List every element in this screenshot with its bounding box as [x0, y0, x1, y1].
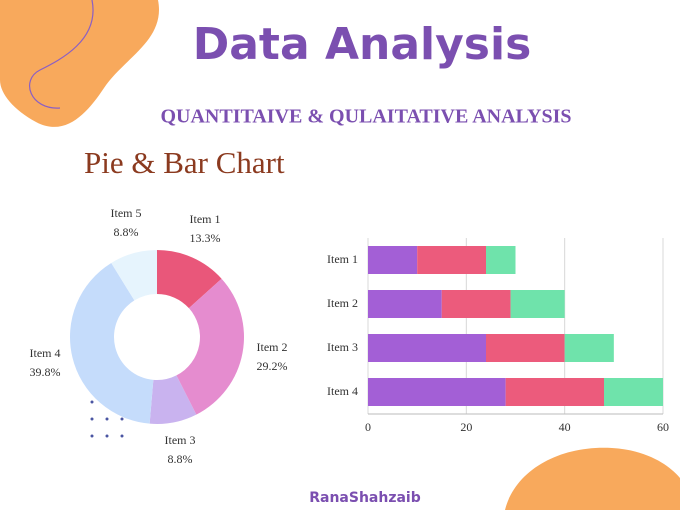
bar-segment	[368, 290, 442, 318]
y-tick-label: Item 3	[327, 340, 358, 354]
pie-value-label: 29.2%	[257, 359, 288, 373]
pie-slice	[157, 250, 222, 309]
pie-slice	[176, 278, 245, 415]
y-tick-label: Item 4	[327, 384, 358, 398]
pie-label: Item 3	[165, 433, 196, 447]
bar-segment	[486, 246, 516, 274]
y-tick-label: Item 2	[327, 296, 358, 310]
bar-segment	[368, 246, 418, 274]
bar-segment	[368, 378, 506, 406]
pie-value-label: 8.8%	[114, 225, 139, 239]
decor-curve	[29, 0, 94, 109]
decor-blob	[0, 0, 160, 127]
section-title: Pie & Bar Chart	[84, 145, 285, 180]
bar-segment	[486, 334, 565, 362]
x-tick-label: 0	[365, 420, 371, 434]
pie-slice	[69, 262, 154, 424]
x-tick-label: 60	[657, 420, 669, 434]
pie-label: Item 5	[111, 206, 142, 220]
y-tick-label: Item 1	[327, 252, 358, 266]
bar-segment	[505, 378, 604, 406]
pie-label: Item 4	[30, 346, 61, 360]
title: Data Analysis	[193, 19, 532, 70]
bar-segment	[441, 290, 511, 318]
pie-slice	[111, 250, 157, 301]
pie-value-label: 8.8%	[168, 452, 193, 466]
bar-segment	[368, 334, 486, 362]
subtitle: QUANTITAIVE & QULAITATIVE ANALYSIS	[160, 106, 571, 128]
bar-segment	[510, 290, 565, 318]
pie-slice	[149, 375, 197, 424]
pie-label: Item 1	[190, 212, 221, 226]
pie-value-label: 39.8%	[30, 365, 61, 379]
x-tick-label: 20	[460, 420, 472, 434]
bar-segment	[417, 246, 486, 274]
footer-author: RanaShahzaib	[309, 490, 421, 506]
bar-segment	[564, 334, 614, 362]
decor-dots	[90, 400, 124, 438]
pie-value-label: 13.3%	[190, 231, 221, 245]
x-tick-label: 40	[559, 420, 571, 434]
bar-segment	[604, 378, 663, 406]
pie-label: Item 2	[257, 340, 288, 354]
decor-blob	[505, 447, 680, 510]
